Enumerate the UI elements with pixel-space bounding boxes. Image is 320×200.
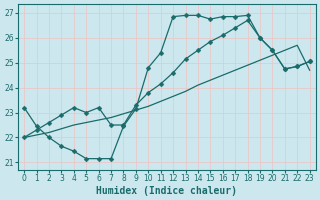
- X-axis label: Humidex (Indice chaleur): Humidex (Indice chaleur): [96, 186, 237, 196]
